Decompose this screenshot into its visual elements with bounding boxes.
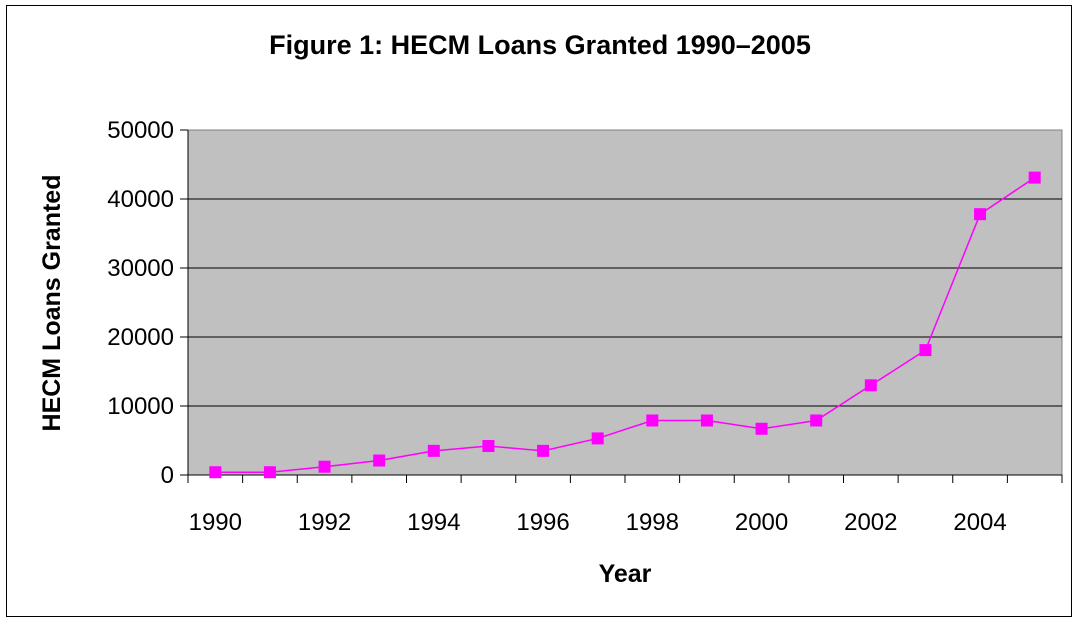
x-tick-label: 2000 [735, 509, 788, 536]
data-point [427, 444, 440, 457]
data-point [263, 466, 276, 479]
axes [180, 129, 1063, 483]
y-tick-label: 10000 [107, 393, 174, 420]
data-point [700, 414, 713, 427]
x-tick-label: 1994 [407, 509, 460, 536]
x-tick-label: 1996 [516, 509, 569, 536]
data-point [591, 432, 604, 445]
gridlines [188, 198, 1062, 407]
data-points [209, 171, 1041, 479]
data-point [974, 208, 987, 221]
y-tick-label: 30000 [107, 255, 174, 282]
data-point [864, 379, 877, 392]
data-point [318, 460, 331, 473]
x-tick-label: 2004 [953, 509, 1006, 536]
data-point [919, 344, 932, 357]
y-axis-title: HECM Loans Granted [38, 175, 66, 432]
x-axis-ticks: 1990 1992 1994 1996 1998 2000 2002 2004 [189, 509, 1007, 536]
x-tick-label: 1998 [626, 509, 679, 536]
data-point [482, 440, 495, 453]
data-point [537, 444, 550, 457]
series-line [215, 176, 1036, 473]
y-axis-ticks: 0 10000 20000 30000 40000 50000 [107, 117, 174, 489]
data-point [810, 414, 823, 427]
data-point [1028, 171, 1041, 184]
y-tick-label: 40000 [107, 186, 174, 213]
x-axis-title: Year [599, 560, 652, 588]
data-point [209, 466, 222, 479]
data-point [373, 454, 386, 467]
plot-area [187, 129, 1063, 476]
y-tick-label: 20000 [107, 324, 174, 351]
data-point [646, 414, 659, 427]
x-tick-label: 1990 [189, 509, 242, 536]
x-tick-label: 1992 [298, 509, 351, 536]
data-point [755, 422, 768, 435]
x-tick-label: 2002 [844, 509, 897, 536]
chart-title: Figure 1: HECM Loans Granted 1990–2005 [269, 30, 811, 60]
y-tick-label: 0 [161, 462, 174, 489]
y-tick-label: 50000 [107, 117, 174, 144]
